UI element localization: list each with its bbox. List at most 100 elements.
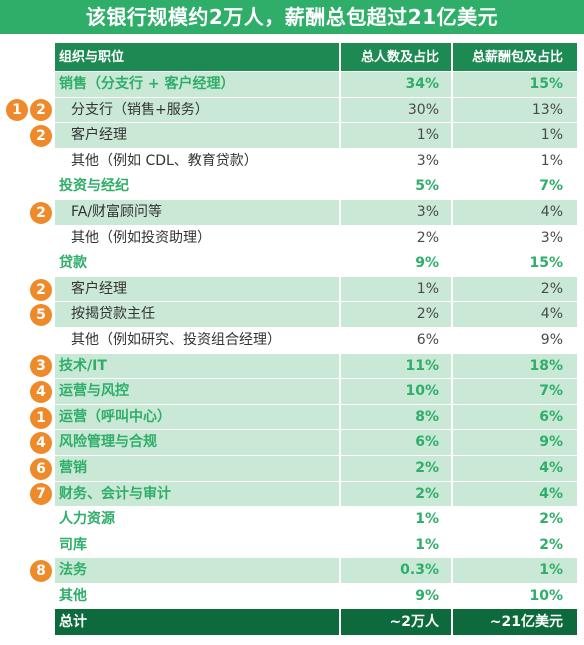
row-label: FA/财富顾问等 [71,203,163,220]
page-title: 该银行规模约2万人，薪酬总包超过21亿美元 [0,0,584,34]
footnote-badge: 2 [30,278,52,301]
row-label: 技术/IT [59,357,107,374]
header-headcount: 总人数及占比 [339,43,451,71]
row-label: 其他（例如投资助理） [71,229,211,246]
footnote-badge: 4 [30,432,52,455]
footnote-badge: 5 [30,304,52,327]
row-compensation: 9% [451,430,577,455]
table-row: 运营（呼叫中心） 8% 6% [55,404,577,431]
table-row: 客户经理 1% 1% [55,123,577,149]
row-headcount: 1% [339,532,451,558]
total-compensation: ~21亿美元 [451,609,577,636]
table-row: 销售（分支行 + 客户经理） 34% 15% [55,72,577,98]
footnote-badge: 3 [30,355,52,378]
row-headcount: 1% [339,507,451,532]
row-compensation: 2% [451,532,577,558]
row-label: 风险管理与合规 [59,434,157,451]
footnote-badge: 1 [6,99,28,122]
total-label: 总计 [59,614,87,631]
row-compensation: 18% [451,353,577,379]
row-compensation: 13% [451,97,577,123]
row-headcount: 6% [339,430,451,455]
table-row: 其他（例如投资助理） 2% 3% [55,225,577,252]
row-compensation: 15% [451,251,577,276]
footnote-badge: 2 [30,125,52,147]
header-org-role: 组织与职位 [59,50,125,65]
row-label: 人力资源 [59,511,115,528]
row-label: 营销 [59,459,87,476]
row-headcount: 10% [339,379,451,404]
header-compensation: 总薪酬包及占比 [451,43,577,71]
row-label: 司库 [59,536,87,553]
row-label: 客户经理 [71,280,127,297]
footnote-badge: 1 [30,406,52,429]
row-headcount: 5% [339,174,451,199]
row-compensation: 7% [451,379,577,404]
row-compensation: 15% [451,72,577,97]
footnote-badge: 7 [30,483,52,506]
row-headcount: 11% [339,353,451,379]
table-row: 其他（例如研究、投资组合经理） 6% 9% [55,327,577,354]
row-headcount: 6% [339,327,451,353]
table-row: 司库 1% 2% [55,532,577,559]
row-compensation: 7% [451,174,577,199]
footnote-badge: 6 [30,457,52,480]
table-header-row: 组织与职位 总人数及占比 总薪酬包及占比 [55,43,577,72]
table-row: 其他（例如 CDL、教育贷款） 3% 1% [55,148,577,175]
row-compensation: 4% [451,199,577,225]
row-label: 按揭贷款主任 [71,306,155,323]
row-label: 运营（呼叫中心） [59,408,171,425]
row-headcount: 34% [339,72,451,97]
row-compensation: 10% [451,583,577,609]
row-label: 其他（例如研究、投资组合经理） [71,331,281,348]
row-headcount: 2% [339,455,451,481]
table-row: 按揭贷款主任 2% 4% [55,302,577,328]
row-label: 分支行（销售+服务） [71,101,209,118]
row-compensation: 2% [451,276,577,302]
headcount-compensation-table: 组织与职位 总人数及占比 总薪酬包及占比 销售（分支行 + 客户经理） 34% 15… [55,43,577,637]
row-compensation: 1% [451,123,577,148]
table-row: 投资与经纪 5% 7% [55,174,577,200]
footnote-badge: 2 [30,99,52,122]
footnote-badge: 4 [30,381,52,403]
row-label: 销售（分支行 + 客户经理） [59,76,235,92]
row-headcount: 2% [339,302,451,327]
row-compensation: 4% [451,302,577,327]
row-compensation: 3% [451,225,577,251]
row-label: 贷款 [59,255,87,272]
row-label: 其他（例如 CDL、教育贷款） [71,152,258,169]
row-headcount: 2% [339,481,451,507]
row-label: 客户经理 [71,127,127,144]
footnote-badge: 8 [30,560,52,583]
row-headcount: 1% [339,276,451,302]
row-headcount: 3% [339,199,451,225]
table-row: 技术/IT 11% 18% [55,353,577,380]
row-headcount: 9% [339,583,451,609]
table-row: 人力资源 1% 2% [55,507,577,533]
table-row: 运营与风控 10% 7% [55,379,577,405]
table-row: 贷款 9% 15% [55,251,577,277]
table-row: 分支行（销售+服务） 30% 13% [55,97,577,124]
total-headcount: ~2万人 [339,609,451,636]
row-headcount: 0.3% [339,558,451,583]
row-headcount: 9% [339,251,451,276]
row-headcount: 2% [339,225,451,251]
row-label: 投资与经纪 [59,178,129,195]
row-compensation: 1% [451,148,577,174]
table-row: 风险管理与合规 6% 9% [55,430,577,456]
row-compensation: 4% [451,481,577,507]
table-row: 其他 9% 10% [55,583,577,610]
total-row: 总计 ~2万人 ~21亿美元 [55,609,577,637]
footnote-badge: 2 [30,201,52,224]
row-headcount: 8% [339,404,451,430]
table-row: 营销 2% 4% [55,455,577,482]
row-headcount: 30% [339,97,451,123]
row-headcount: 1% [339,123,451,148]
row-label: 法务 [59,562,87,579]
row-compensation: 2% [451,507,577,532]
row-compensation: 4% [451,455,577,481]
row-headcount: 3% [339,148,451,174]
table-body: 销售（分支行 + 客户经理） 34% 15% 分支行（销售+服务） 30% 13% 客户经理… [55,72,577,610]
row-label: 其他 [59,587,87,604]
table-row: FA/财富顾问等 3% 4% [55,199,577,226]
